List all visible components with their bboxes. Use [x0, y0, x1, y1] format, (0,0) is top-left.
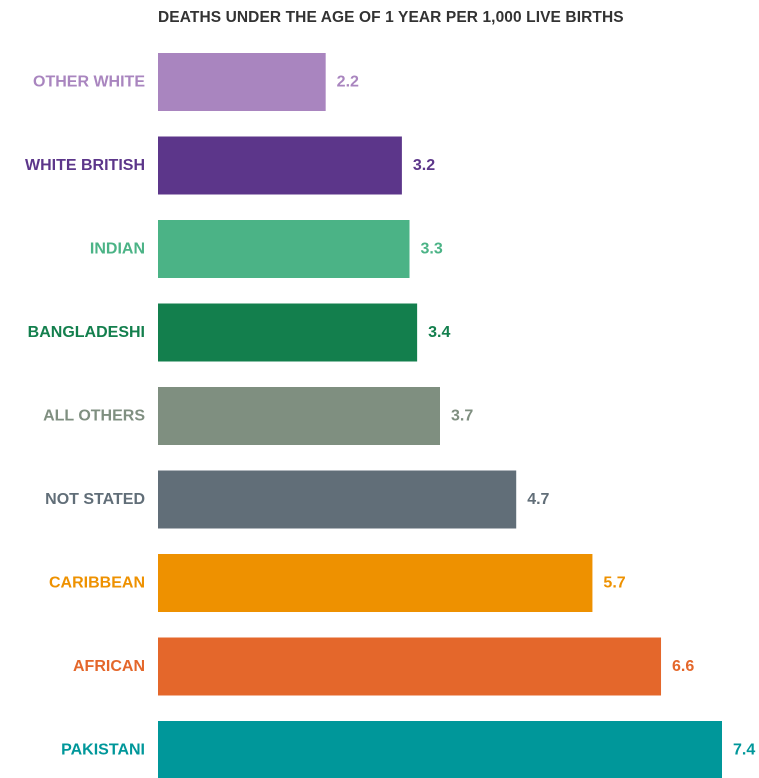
bar-all-others — [158, 387, 440, 445]
category-label-indian: INDIAN — [90, 241, 145, 258]
category-label-all-others: ALL OTHERS — [43, 408, 145, 425]
value-label-not-stated: 4.7 — [527, 491, 549, 508]
bar-african — [158, 637, 662, 696]
value-label-pakistani: 7.4 — [733, 742, 755, 759]
category-label-pakistani: PAKISTANI — [61, 742, 145, 759]
category-label-white-british: WHITE BRITISH — [25, 157, 145, 174]
category-label-not-stated: NOT STATED — [45, 491, 145, 508]
bar-caribbean — [158, 554, 593, 612]
value-label-african: 6.6 — [672, 658, 694, 675]
value-label-bangladeshi: 3.4 — [428, 324, 450, 341]
value-label-white-british: 3.2 — [413, 157, 435, 174]
category-label-bangladeshi: BANGLADESHI — [28, 324, 145, 341]
bar-bangladeshi — [158, 303, 418, 362]
bar-white-british — [158, 136, 402, 195]
category-label-caribbean: CARIBBEAN — [49, 575, 145, 592]
value-label-other-white: 2.2 — [337, 74, 359, 91]
value-label-caribbean: 5.7 — [603, 575, 625, 592]
value-label-indian: 3.3 — [421, 241, 443, 258]
bar-not-stated — [158, 470, 517, 529]
category-label-other-white: OTHER WHITE — [33, 74, 145, 91]
bar-other-white — [158, 53, 326, 111]
bar-indian — [158, 220, 410, 278]
bar-pakistani — [158, 721, 722, 778]
value-label-all-others: 3.7 — [451, 408, 473, 425]
category-label-african: AFRICAN — [73, 658, 145, 675]
chart-title: DEATHS UNDER THE AGE OF 1 YEAR PER 1,000… — [158, 9, 624, 26]
